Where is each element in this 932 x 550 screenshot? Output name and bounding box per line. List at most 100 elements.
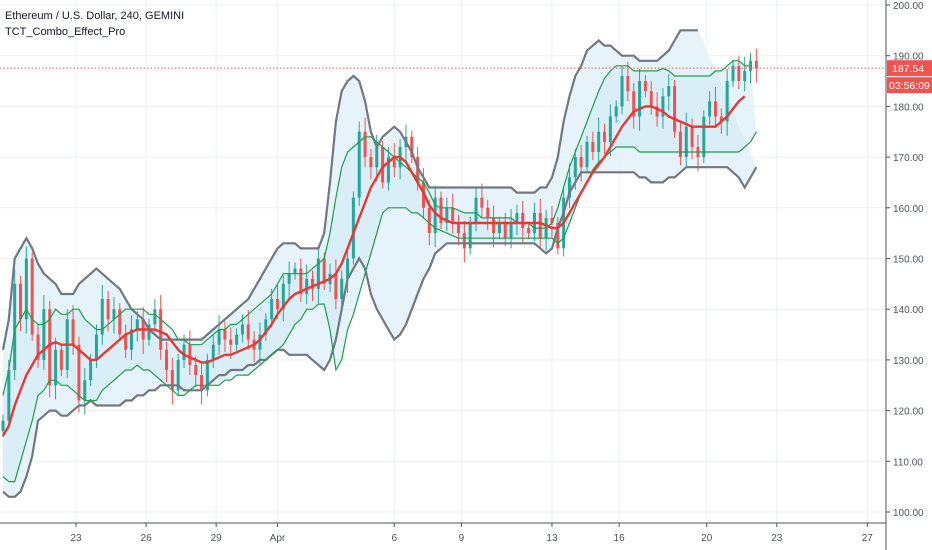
candle[interactable] xyxy=(369,148,373,180)
candle[interactable] xyxy=(597,117,601,163)
candle[interactable] xyxy=(462,220,466,263)
candle[interactable] xyxy=(159,295,163,360)
candle[interactable] xyxy=(24,246,28,334)
candle[interactable] xyxy=(246,310,250,350)
candle[interactable] xyxy=(620,65,624,115)
candle[interactable] xyxy=(124,324,128,358)
candle[interactable] xyxy=(83,368,87,415)
candle[interactable] xyxy=(509,208,513,249)
candle[interactable] xyxy=(42,295,46,371)
candle[interactable] xyxy=(457,214,461,246)
candle[interactable] xyxy=(527,221,531,240)
candle[interactable] xyxy=(410,130,414,164)
candle[interactable] xyxy=(614,100,618,123)
candle[interactable] xyxy=(1,414,5,437)
candle[interactable] xyxy=(357,121,361,206)
candle[interactable] xyxy=(567,163,571,208)
candle[interactable] xyxy=(118,303,122,341)
candle[interactable] xyxy=(54,337,58,400)
candle[interactable] xyxy=(392,142,396,178)
candle[interactable] xyxy=(165,341,169,383)
candle[interactable] xyxy=(725,68,729,136)
candle[interactable] xyxy=(480,183,484,218)
candle-body xyxy=(597,131,601,153)
candle[interactable] xyxy=(451,193,455,234)
candle[interactable] xyxy=(211,334,215,369)
candle[interactable] xyxy=(188,330,192,376)
candle[interactable] xyxy=(153,299,157,333)
candle[interactable] xyxy=(585,135,589,174)
candle-body xyxy=(713,101,717,117)
candle[interactable] xyxy=(217,315,221,355)
candle[interactable] xyxy=(643,74,647,98)
candle[interactable] xyxy=(281,275,285,322)
candle[interactable] xyxy=(112,297,116,334)
candle[interactable] xyxy=(170,357,174,405)
candle[interactable] xyxy=(59,343,63,377)
candle[interactable] xyxy=(684,112,688,168)
candle-body xyxy=(497,223,501,234)
candle[interactable] xyxy=(135,311,139,342)
candle[interactable] xyxy=(433,185,437,248)
candle[interactable] xyxy=(708,91,712,125)
candle[interactable] xyxy=(743,56,747,92)
candle[interactable] xyxy=(515,204,519,236)
candle[interactable] xyxy=(351,191,355,265)
candle[interactable] xyxy=(223,321,227,352)
candle[interactable] xyxy=(445,197,449,232)
last-price-tag-bg xyxy=(887,60,932,77)
candle[interactable] xyxy=(678,121,682,166)
candle[interactable] xyxy=(334,259,338,310)
candle-body xyxy=(13,283,17,371)
candle[interactable] xyxy=(556,216,560,255)
candle[interactable] xyxy=(649,81,653,115)
candle[interactable] xyxy=(205,353,209,397)
candle[interactable] xyxy=(702,110,706,164)
candle[interactable] xyxy=(264,313,268,341)
candle-body xyxy=(643,81,647,92)
candle[interactable] xyxy=(754,48,758,83)
candle[interactable] xyxy=(100,284,104,345)
candle[interactable] xyxy=(749,52,753,84)
candle[interactable] xyxy=(363,117,367,168)
candle[interactable] xyxy=(287,261,291,299)
candle[interactable] xyxy=(36,324,40,369)
candle[interactable] xyxy=(270,288,274,328)
candle[interactable] xyxy=(19,275,23,332)
candle[interactable] xyxy=(731,59,735,88)
candle[interactable] xyxy=(486,199,490,231)
candle[interactable] xyxy=(129,315,133,360)
candle[interactable] xyxy=(235,328,239,351)
candle[interactable] xyxy=(258,322,262,364)
candle[interactable] xyxy=(386,146,390,191)
candle[interactable] xyxy=(13,269,17,381)
candle[interactable] xyxy=(316,246,320,304)
candle[interactable] xyxy=(521,200,525,243)
candle[interactable] xyxy=(492,205,496,248)
candle[interactable] xyxy=(30,252,34,341)
candle[interactable] xyxy=(591,131,595,161)
candle[interactable] xyxy=(346,246,350,293)
candle[interactable] xyxy=(200,362,204,405)
candle[interactable] xyxy=(176,353,180,397)
candle[interactable] xyxy=(661,88,665,129)
candle[interactable] xyxy=(673,80,677,138)
candle[interactable] xyxy=(299,258,303,303)
candle[interactable] xyxy=(381,140,385,189)
candle[interactable] xyxy=(632,83,636,129)
candle[interactable] xyxy=(305,264,309,305)
candle[interactable] xyxy=(293,262,297,280)
candle[interactable] xyxy=(603,123,607,155)
candle-body xyxy=(649,91,653,107)
candle[interactable] xyxy=(194,356,198,388)
candle[interactable] xyxy=(667,73,671,111)
candle[interactable] xyxy=(439,191,443,230)
candle[interactable] xyxy=(497,216,501,240)
candle[interactable] xyxy=(579,144,583,182)
candle[interactable] xyxy=(638,68,642,131)
candle[interactable] xyxy=(71,305,75,355)
candle[interactable] xyxy=(713,87,717,127)
candle-body xyxy=(608,116,612,142)
candle[interactable] xyxy=(147,318,151,346)
